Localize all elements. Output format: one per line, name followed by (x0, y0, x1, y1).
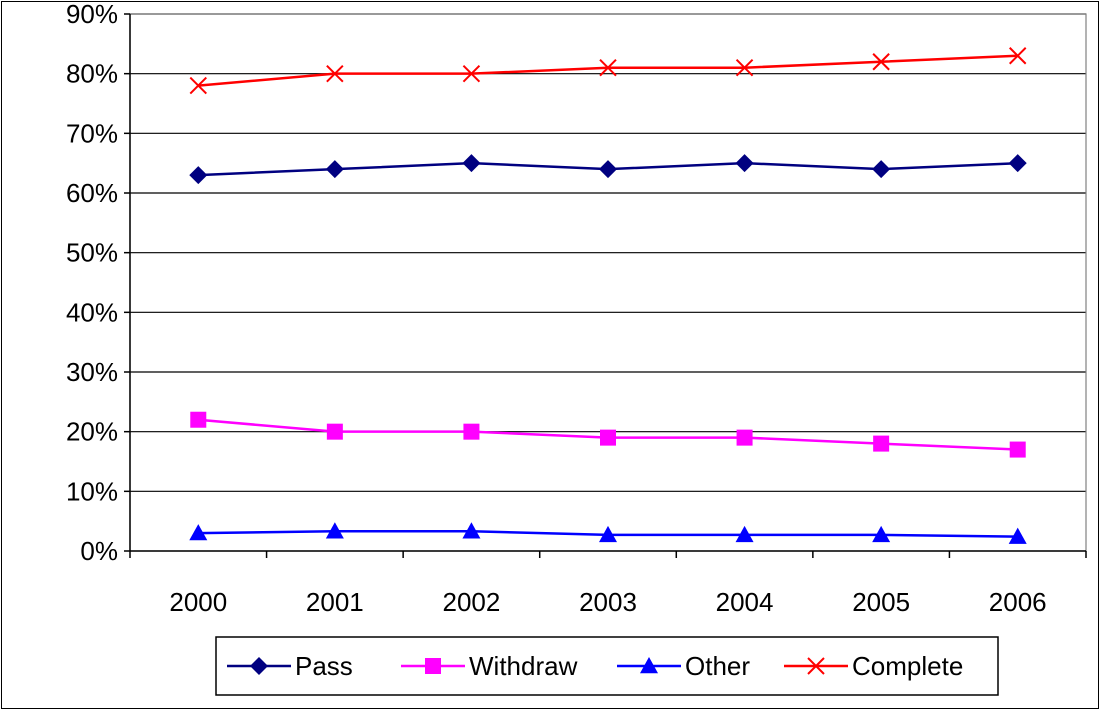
point-complete (872, 53, 890, 71)
legend-label-withdraw: Withdraw (469, 651, 578, 681)
point-pass (1008, 154, 1027, 173)
x-tick-label: 2002 (443, 587, 501, 617)
x-tick-label: 2004 (716, 587, 774, 617)
point-other (462, 522, 481, 539)
x-tick-label: 2005 (852, 587, 910, 617)
x-tick-label: 2006 (989, 587, 1047, 617)
point-withdraw (326, 423, 343, 440)
point-other (872, 525, 891, 543)
gridlines (130, 13, 1086, 492)
legend-items: Pass Withdraw Other Complete (227, 651, 963, 681)
series-withdraw (190, 411, 1026, 458)
legend-marker-other (640, 657, 658, 674)
series-complete (189, 47, 1027, 95)
y-tick-label: 70% (66, 118, 118, 148)
point-pass (872, 160, 891, 179)
point-complete (189, 76, 207, 95)
x-tick-label: 2001 (306, 587, 364, 617)
legend-label-other: Other (685, 651, 750, 681)
point-complete (462, 64, 481, 83)
point-withdraw (190, 411, 207, 428)
point-other (1008, 527, 1027, 544)
series-other (189, 522, 1027, 544)
y-tick-labels: 0% 10% 20% 30% 40% 50% 60% 70% 80% 90% (66, 0, 118, 566)
plot-area-border (129, 13, 1087, 552)
point-withdraw (600, 429, 616, 446)
axes (124, 13, 1087, 558)
point-complete (1009, 47, 1027, 65)
legend-label-complete: Complete (852, 651, 963, 681)
legend-item-pass: Pass (227, 651, 353, 681)
point-pass (599, 160, 617, 179)
point-pass (735, 154, 754, 173)
y-tick-label: 30% (66, 357, 118, 387)
y-tick-label: 90% (66, 0, 118, 29)
legend-item-withdraw: Withdraw (401, 651, 578, 681)
legend-marker-withdraw (425, 658, 441, 674)
point-other (189, 524, 208, 541)
y-tick-label: 50% (66, 238, 118, 268)
series-lines (189, 47, 1027, 544)
y-tick-label: 20% (66, 417, 118, 447)
series-line-complete (198, 54, 1018, 87)
point-complete (735, 58, 754, 77)
point-withdraw (873, 435, 890, 452)
y-tick-label: 60% (66, 178, 118, 208)
legend-label-pass: Pass (295, 651, 353, 681)
x-tick-labels: 2000 2001 2002 2003 2004 2005 2006 (169, 587, 1046, 617)
y-tick-label: 40% (66, 297, 118, 327)
legend: Pass Withdraw Other Complete (215, 636, 999, 696)
y-tick-label: 10% (66, 476, 118, 506)
point-withdraw (463, 423, 480, 440)
legend-marker-pass (250, 657, 268, 675)
x-tick-label: 2000 (169, 587, 227, 617)
point-withdraw (1009, 441, 1026, 458)
legend-marker-complete (807, 657, 825, 675)
point-withdraw (736, 429, 753, 446)
legend-box (215, 636, 999, 696)
point-other (735, 525, 754, 543)
series-pass (189, 154, 1027, 185)
y-tick-label: 80% (66, 59, 118, 89)
legend-item-other: Other (617, 651, 750, 681)
point-pass (189, 166, 208, 185)
point-pass (462, 154, 481, 173)
point-complete (326, 64, 344, 83)
point-other (599, 525, 617, 543)
y-tick-label: 0% (80, 536, 118, 566)
x-tick-label: 2003 (579, 587, 637, 617)
legend-item-complete: Complete (784, 651, 963, 681)
point-complete (599, 58, 617, 77)
point-pass (325, 160, 344, 179)
point-other (325, 522, 344, 539)
